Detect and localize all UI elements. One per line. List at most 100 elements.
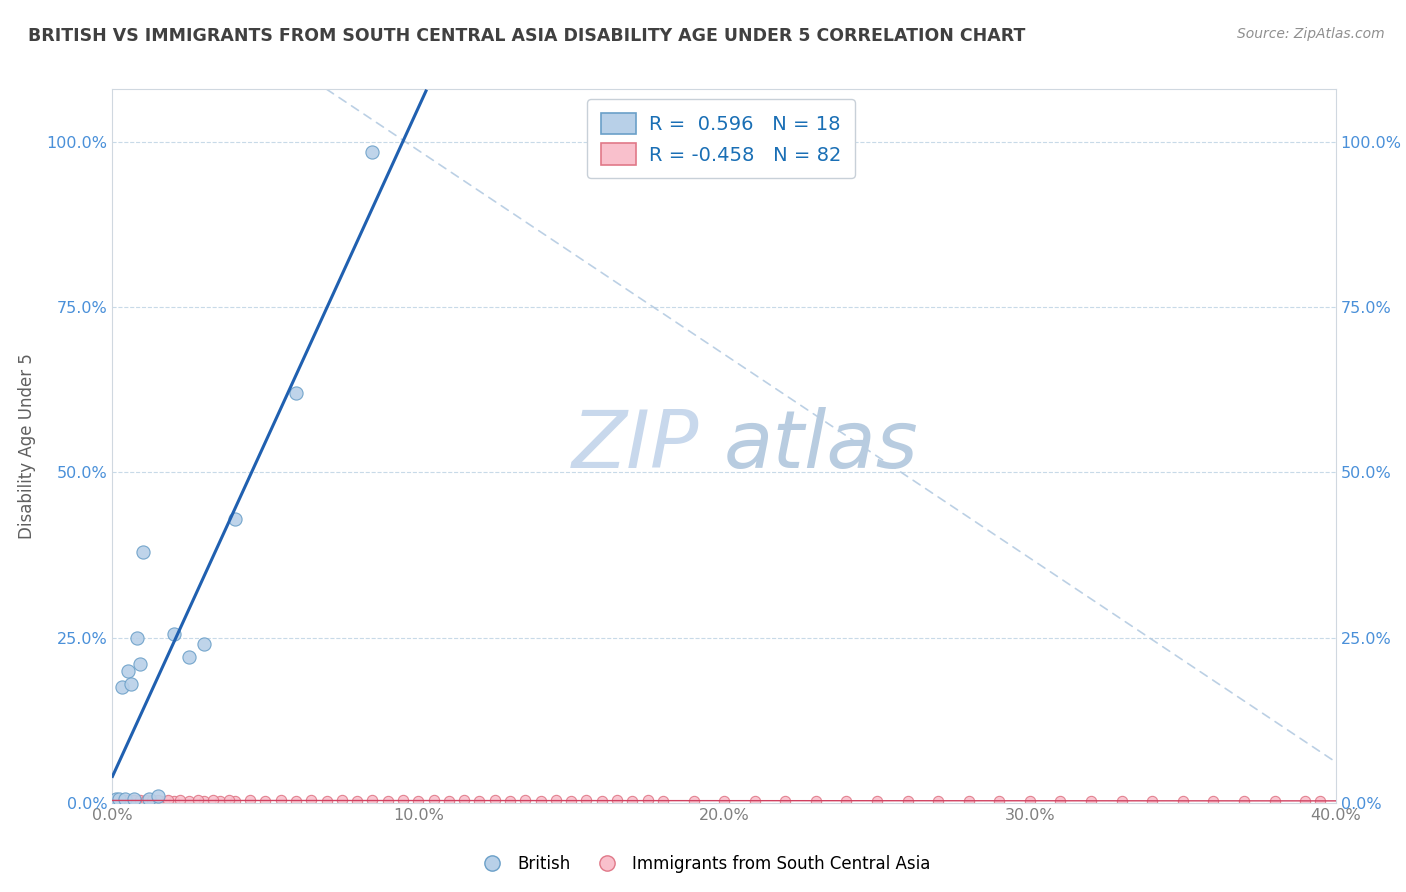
Point [122,793,145,807]
Point [114,792,136,806]
Point [713,794,735,808]
Point [107,793,129,807]
Point [177,650,200,665]
Point [957,794,980,808]
Point [138,794,160,808]
Point [652,794,675,808]
Point [897,794,920,808]
Point [117,793,139,807]
Point [193,794,215,808]
Point [988,794,1011,808]
Point [187,793,209,807]
Point [135,793,157,807]
Point [544,793,567,807]
Point [515,793,537,807]
Point [104,794,127,808]
Point [1264,794,1286,808]
Point [361,793,384,807]
Point [560,794,582,808]
Point [129,794,152,808]
Text: atlas: atlas [724,407,920,485]
Point [193,637,215,651]
Text: Source: ZipAtlas.com: Source: ZipAtlas.com [1237,27,1385,41]
Point [361,145,384,159]
Point [866,794,889,808]
Point [141,793,163,807]
Point [224,511,246,525]
Point [606,793,628,807]
Point [927,794,949,808]
Point [125,794,148,808]
Point [120,793,142,807]
Point [1294,794,1316,808]
Point [299,793,322,807]
Point [177,794,200,808]
Point [239,793,262,807]
Point [315,794,337,808]
Point [224,794,246,808]
Point [107,792,129,806]
Point [169,793,191,807]
Point [111,793,134,807]
Point [202,793,225,807]
Point [637,793,659,807]
Point [156,794,179,808]
Point [408,794,430,808]
Point [346,794,368,808]
Point [254,794,277,808]
Point [163,627,186,641]
Point [150,794,173,808]
Point [114,793,136,807]
Point [621,794,644,808]
Point [804,794,827,808]
Point [422,793,444,807]
Point [744,794,766,808]
Point [1018,794,1040,808]
Point [148,793,170,807]
Point [208,794,231,808]
Point [138,792,160,806]
Point [484,793,506,807]
Point [1202,794,1225,808]
Point [499,794,522,808]
Point [107,793,129,807]
Point [284,386,308,401]
Point [163,794,186,808]
Point [437,794,460,808]
Point [156,793,179,807]
Point [468,794,491,808]
Point [120,677,142,691]
Point [284,794,308,808]
Point [111,794,134,808]
Point [1080,794,1102,808]
Point [129,657,152,671]
Point [270,793,292,807]
Point [132,794,155,808]
Point [1233,794,1256,808]
Point [129,793,152,807]
Point [392,793,415,807]
Point [111,680,134,694]
Point [530,794,553,808]
Point [1142,794,1164,808]
Point [104,792,127,806]
Point [453,793,475,807]
Point [1171,794,1194,808]
Point [117,664,139,678]
Text: ZIP: ZIP [572,407,700,485]
Point [148,789,170,804]
Legend: British, Immigrants from South Central Asia: British, Immigrants from South Central A… [468,848,938,880]
Point [122,794,145,808]
Legend: R =  0.596   N = 18, R = -0.458   N = 82: R = 0.596 N = 18, R = -0.458 N = 82 [588,99,855,178]
Point [330,793,353,807]
Point [132,545,155,559]
Point [125,631,148,645]
Point [218,793,240,807]
Point [1111,794,1133,808]
Text: BRITISH VS IMMIGRANTS FROM SOUTH CENTRAL ASIA DISABILITY AGE UNDER 5 CORRELATION: BRITISH VS IMMIGRANTS FROM SOUTH CENTRAL… [28,27,1025,45]
Y-axis label: Disability Age Under 5: Disability Age Under 5 [17,353,35,539]
Point [143,794,166,808]
Point [1049,794,1071,808]
Point [122,792,145,806]
Point [775,794,797,808]
